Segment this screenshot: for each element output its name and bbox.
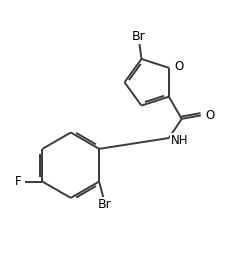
Text: Br: Br [98,198,112,211]
Text: O: O [174,60,183,73]
Text: O: O [206,109,215,122]
Text: F: F [15,175,21,188]
Text: NH: NH [171,134,189,147]
Text: Br: Br [132,30,146,43]
